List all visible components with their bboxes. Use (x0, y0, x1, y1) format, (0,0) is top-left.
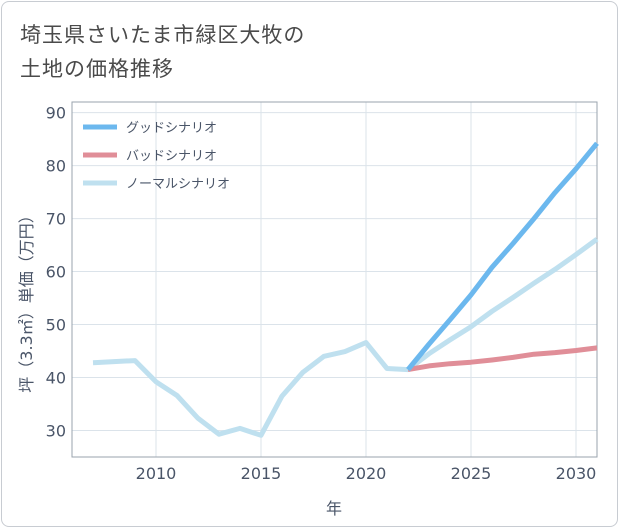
series-line-bad (407, 345, 598, 373)
chart-title: 埼玉県さいたま市緑区大牧の 土地の価格推移 (20, 18, 580, 86)
y-tick-label: 90 (46, 104, 66, 123)
y-tick-label: 40 (46, 369, 66, 388)
grid-lines (72, 102, 597, 457)
title-line-2: 土地の価格推移 (20, 57, 174, 81)
title-line-1: 埼玉県さいたま市緑区大牧の (20, 23, 306, 47)
y-axis-label: 坪（3.3㎡）単価（万円） (17, 207, 36, 392)
y-tick-label: 70 (46, 210, 66, 229)
y-tick-label: 30 (46, 422, 66, 441)
legend-label: ノーマルシナリオ (126, 177, 230, 192)
series-line-good (406, 141, 599, 372)
x-tick-label: 2015 (241, 464, 282, 483)
x-tick-label: 2010 (136, 464, 177, 483)
y-tick-label: 80 (46, 157, 66, 176)
legend-label: グッドシナリオ (126, 121, 217, 136)
x-tick-label: 2030 (556, 464, 597, 483)
x-axis-label: 年 (326, 499, 342, 518)
x-tick-label: 2025 (451, 464, 492, 483)
plot-area-frame (71, 101, 598, 458)
y-tick-label: 60 (46, 263, 66, 282)
y-tick-label: 50 (46, 316, 66, 335)
x-axis-ticks: 2010 2015 2020 2025 2030 (136, 464, 597, 483)
legend-label: バッドシナリオ (126, 149, 217, 164)
series-line-normal (92, 237, 599, 438)
y-axis-ticks: 30 40 50 60 70 80 90 (46, 104, 66, 441)
series-group (92, 141, 599, 438)
x-tick-label: 2020 (346, 464, 387, 483)
